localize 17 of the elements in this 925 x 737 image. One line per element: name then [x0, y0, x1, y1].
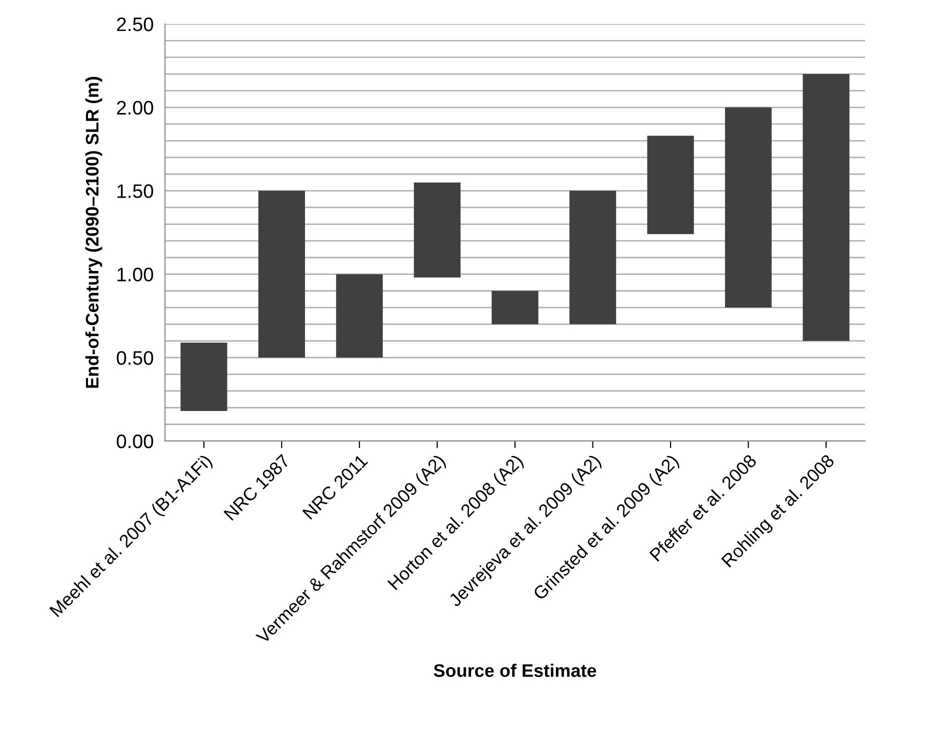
y-axis-title: End-of-Century (2090–2100) SLR (m) [85, 76, 102, 388]
bar [725, 107, 772, 308]
y-tick-label: 0.00 [116, 434, 154, 448]
y-tick-label: 2.50 [117, 17, 154, 32]
bar [258, 190, 305, 358]
x-axis-title: Source of Estimate [434, 664, 596, 677]
bar [569, 190, 616, 324]
y-tick-label: 1.50 [118, 184, 154, 198]
y-tick-label: 2.00 [117, 100, 154, 115]
y-tick-label: 1.00 [118, 268, 154, 282]
bar [492, 290, 538, 324]
y-tick-label: 0.50 [116, 351, 154, 365]
bar [802, 74, 850, 341]
bar [336, 274, 383, 358]
bar [414, 182, 461, 278]
bar [180, 342, 228, 411]
bar [647, 136, 694, 234]
